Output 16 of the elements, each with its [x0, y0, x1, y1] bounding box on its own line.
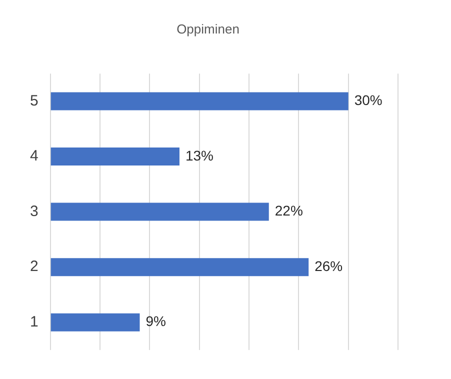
- data-label: 9%: [146, 313, 166, 330]
- bar: [50, 92, 348, 110]
- bar: [50, 202, 269, 221]
- data-label: 22%: [274, 202, 303, 219]
- data-label: 30%: [354, 92, 382, 108]
- y-tick-label: 1: [30, 314, 38, 330]
- bar: [50, 313, 140, 332]
- data-label: 26%: [314, 258, 343, 274]
- y-tick-label: 4: [30, 148, 38, 165]
- y-tick-label: 3: [30, 202, 38, 220]
- bar: [50, 258, 309, 276]
- bar: [50, 148, 180, 166]
- data-label: 13%: [185, 147, 214, 164]
- y-tick-label: 2: [30, 258, 38, 276]
- y-tick-label: 5: [30, 92, 38, 110]
- chart-title: Oppiminen: [176, 21, 240, 36]
